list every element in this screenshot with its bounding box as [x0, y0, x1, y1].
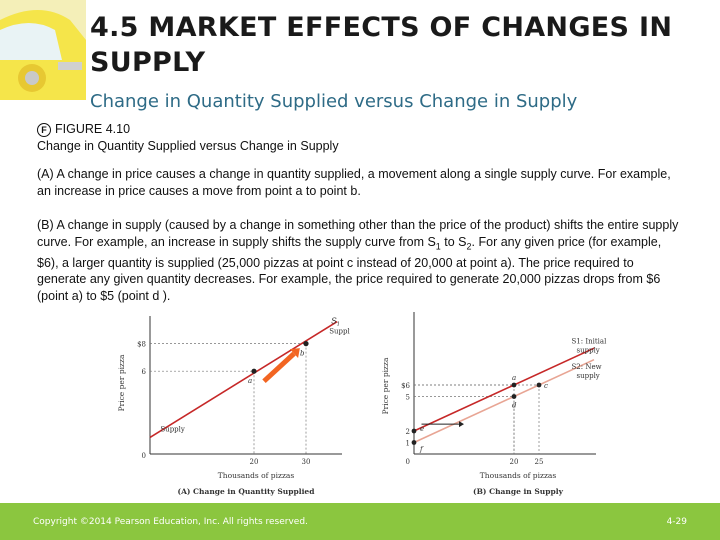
y-tick-2: 2: [406, 428, 410, 436]
y-tick-6: 6: [142, 368, 147, 376]
subscript-2: 2: [466, 241, 472, 251]
point-label-d: d: [512, 402, 517, 410]
curve-label-supply: Supply: [329, 328, 350, 336]
x-axis-label: Thousands of pizzas: [480, 471, 557, 480]
movement-arrow-shaft: [262, 351, 296, 384]
curve-label-s2-line2: supply: [577, 372, 600, 380]
point-label-a: a: [512, 374, 516, 382]
car-illustration-icon: [0, 0, 86, 100]
figure-label: F FIGURE 4.10: [37, 122, 130, 137]
x-tick-30: 30: [302, 458, 311, 466]
paragraph-b-part1: (B) A change in supply (caused by a chan…: [37, 218, 679, 249]
slide-subtitle: Change in Quantity Supplied versus Chang…: [90, 91, 578, 112]
shift-arrow-head: [459, 421, 464, 428]
curve-label-s2: S2: New: [572, 363, 602, 371]
x-axis-label: Thousands of pizzas: [218, 471, 295, 480]
slide-title: 4.5 MARKET EFFECTS OF CHANGES IN SUPPLY: [90, 12, 673, 78]
figure-caption: Change in Quantity Supplied versus Chang…: [37, 139, 339, 153]
x-tick-20: 20: [510, 458, 519, 466]
point-e: [411, 428, 417, 434]
point-label-e: e: [420, 425, 424, 433]
y-tick-5: 5: [406, 394, 410, 402]
chart-change-in-supply: Price per pizza Thousands of pizzas (B) …: [381, 312, 608, 496]
point-f: [411, 440, 417, 445]
supply-line-s2: [413, 358, 595, 444]
point-d: [511, 394, 517, 399]
paragraph-a: (A) A change in price causes a change in…: [37, 167, 671, 198]
point-label-c: c: [544, 382, 548, 390]
y-axis-label: Price per pizza: [381, 357, 390, 414]
movement-arrow-head: [289, 348, 300, 359]
paragraph-b-part2: to S: [440, 234, 467, 249]
point-a: [251, 368, 257, 374]
figure-label-text: FIGURE 4.10: [55, 122, 131, 136]
y-tick-6: $6: [401, 382, 410, 390]
point-b: [303, 341, 309, 347]
footer-bar: Copyright ©2014 Pearson Education, Inc. …: [0, 503, 720, 540]
point-c: [536, 382, 542, 388]
curve-label-s1: S1: [331, 317, 340, 328]
y-tick-1: 1: [406, 440, 410, 448]
x-tick-25: 25: [535, 458, 544, 466]
origin-tick: 0: [406, 458, 410, 466]
y-axis-label: Price per pizza: [117, 354, 126, 411]
point-label-a: a: [248, 377, 252, 385]
paragraph-b: (B) A change in supply (caused by a chan…: [37, 217, 682, 304]
chart-title: (B) Change in Supply: [473, 487, 564, 496]
paragraph-b-part3: . For any given price (for example, $6),…: [37, 234, 662, 303]
circled-f-icon: F: [37, 123, 51, 137]
supply-line-s1: [413, 347, 595, 432]
point-a: [511, 382, 517, 388]
curve-label-s1-line2: supply: [577, 347, 600, 355]
subscript-1: 1: [435, 241, 441, 251]
page-number: 4-29: [666, 517, 687, 527]
point-label-b: b: [300, 350, 305, 358]
supply-line: [149, 320, 338, 439]
point-label-f: f: [419, 446, 424, 454]
corner-illustration: [0, 0, 86, 100]
origin-tick: 0: [142, 452, 146, 460]
x-tick-20: 20: [250, 458, 259, 466]
chart-change-in-quantity-supplied: Price per pizza Thousands of pizzas (A) …: [117, 316, 350, 496]
chart-title: (A) Change in Quantity Supplied: [178, 487, 316, 496]
supply-annotation: Supply: [160, 425, 185, 433]
y-tick-8: $8: [137, 341, 146, 349]
curve-label-s1: S1: Initial: [572, 338, 608, 346]
copyright-text: Copyright ©2014 Pearson Education, Inc. …: [33, 517, 308, 527]
